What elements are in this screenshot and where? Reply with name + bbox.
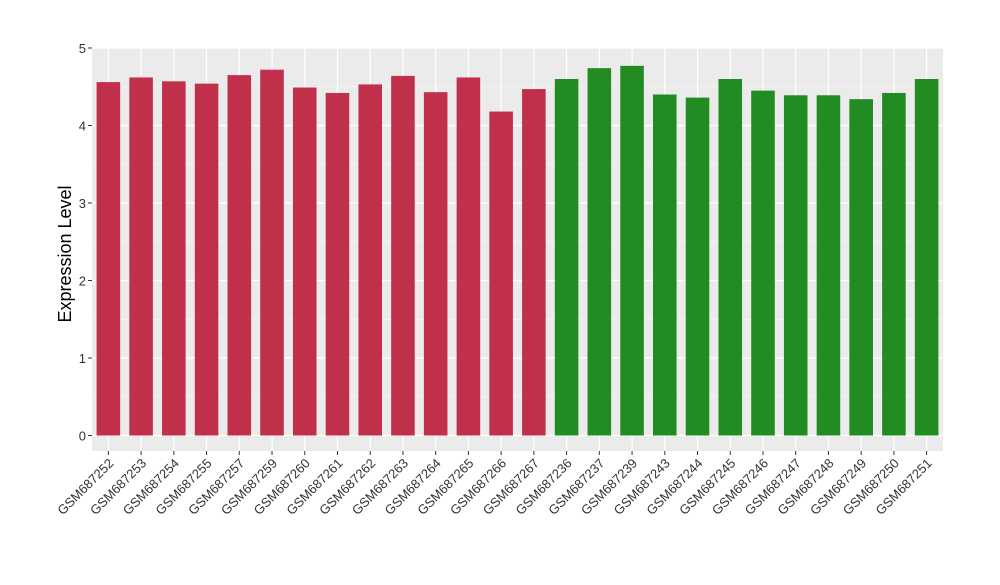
y-tick-label: 5 <box>79 41 86 56</box>
bar-GSM687246 <box>751 90 775 436</box>
y-axis: 0 1 2 3 4 5 <box>79 41 92 444</box>
bar-GSM687248 <box>816 95 841 436</box>
bar-GSM687245 <box>718 79 743 436</box>
bar-GSM687249 <box>849 99 873 436</box>
bar-GSM687243 <box>653 94 677 436</box>
bar-GSM687254 <box>162 81 186 436</box>
bar-GSM687261 <box>325 92 350 436</box>
plot-panel <box>92 48 943 451</box>
bar-GSM687247 <box>783 95 808 436</box>
y-axis-title: Expression Level <box>55 185 75 322</box>
bars <box>96 65 939 436</box>
bar-GSM687259 <box>260 69 284 436</box>
bar-GSM687253 <box>129 77 153 436</box>
bar-GSM687257 <box>227 75 252 436</box>
y-tick-label: 4 <box>79 119 86 134</box>
x-axis: GSM687252GSM687253GSM687254GSM687255GSM6… <box>54 451 935 518</box>
bar-GSM687237 <box>587 68 612 436</box>
y-tick-label: 0 <box>79 429 86 444</box>
bar-GSM687266 <box>489 111 513 436</box>
bar-GSM687263 <box>391 75 415 436</box>
bar-GSM687267 <box>522 89 546 436</box>
y-tick-label: 1 <box>79 351 86 366</box>
bar-GSM687239 <box>620 65 644 436</box>
bar-GSM687244 <box>685 97 710 436</box>
bar-GSM687250 <box>882 92 906 436</box>
y-tick-label: 2 <box>79 274 86 289</box>
bar-GSM687255 <box>194 83 219 436</box>
bar-GSM687251 <box>914 79 939 436</box>
bar-GSM687262 <box>358 84 382 436</box>
bar-GSM687236 <box>554 79 579 436</box>
bar-GSM687260 <box>292 87 317 436</box>
bar-GSM687252 <box>96 82 121 436</box>
bar-GSM687265 <box>456 77 481 436</box>
y-tick-label: 3 <box>79 196 86 211</box>
bar-GSM687264 <box>423 92 448 436</box>
